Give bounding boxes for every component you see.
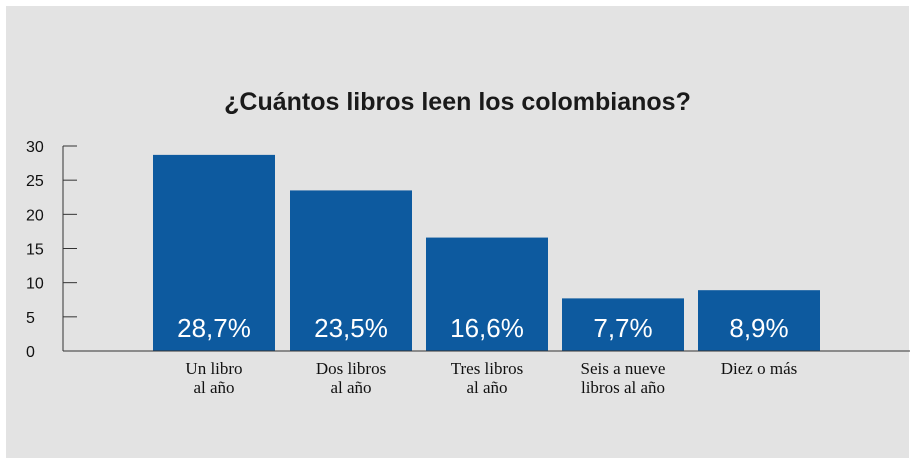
chart-title: ¿Cuántos libros leen los colombianos?	[224, 88, 691, 116]
data-label: 28,7%	[177, 313, 251, 343]
y-tick-label: 10	[26, 276, 44, 293]
data-label: 16,6%	[450, 313, 524, 343]
bar	[290, 190, 412, 351]
category-label: Diez o más	[721, 359, 797, 378]
category-label: al año	[466, 378, 507, 397]
category-label: Un libro	[185, 359, 242, 378]
y-tick-label: 25	[26, 173, 44, 190]
y-tick-label: 0	[26, 344, 35, 361]
y-tick-label: 30	[26, 139, 44, 156]
category-label: Tres libros	[451, 359, 524, 378]
y-tick-label: 5	[26, 310, 35, 327]
category-label: Dos libros	[316, 359, 386, 378]
bar	[562, 298, 684, 351]
bar	[153, 154, 275, 351]
category-label: libros al año	[581, 378, 665, 397]
category-label: Seis a nueve	[581, 359, 666, 378]
y-tick-label: 20	[26, 207, 44, 224]
y-tick-label: 15	[26, 242, 44, 259]
category-label: al año	[330, 378, 371, 397]
data-label: 23,5%	[314, 313, 388, 343]
category-label: al año	[193, 378, 234, 397]
data-label: 7,7%	[593, 313, 652, 343]
data-label: 8,9%	[729, 313, 788, 343]
bar	[698, 290, 820, 351]
bar	[426, 237, 548, 351]
